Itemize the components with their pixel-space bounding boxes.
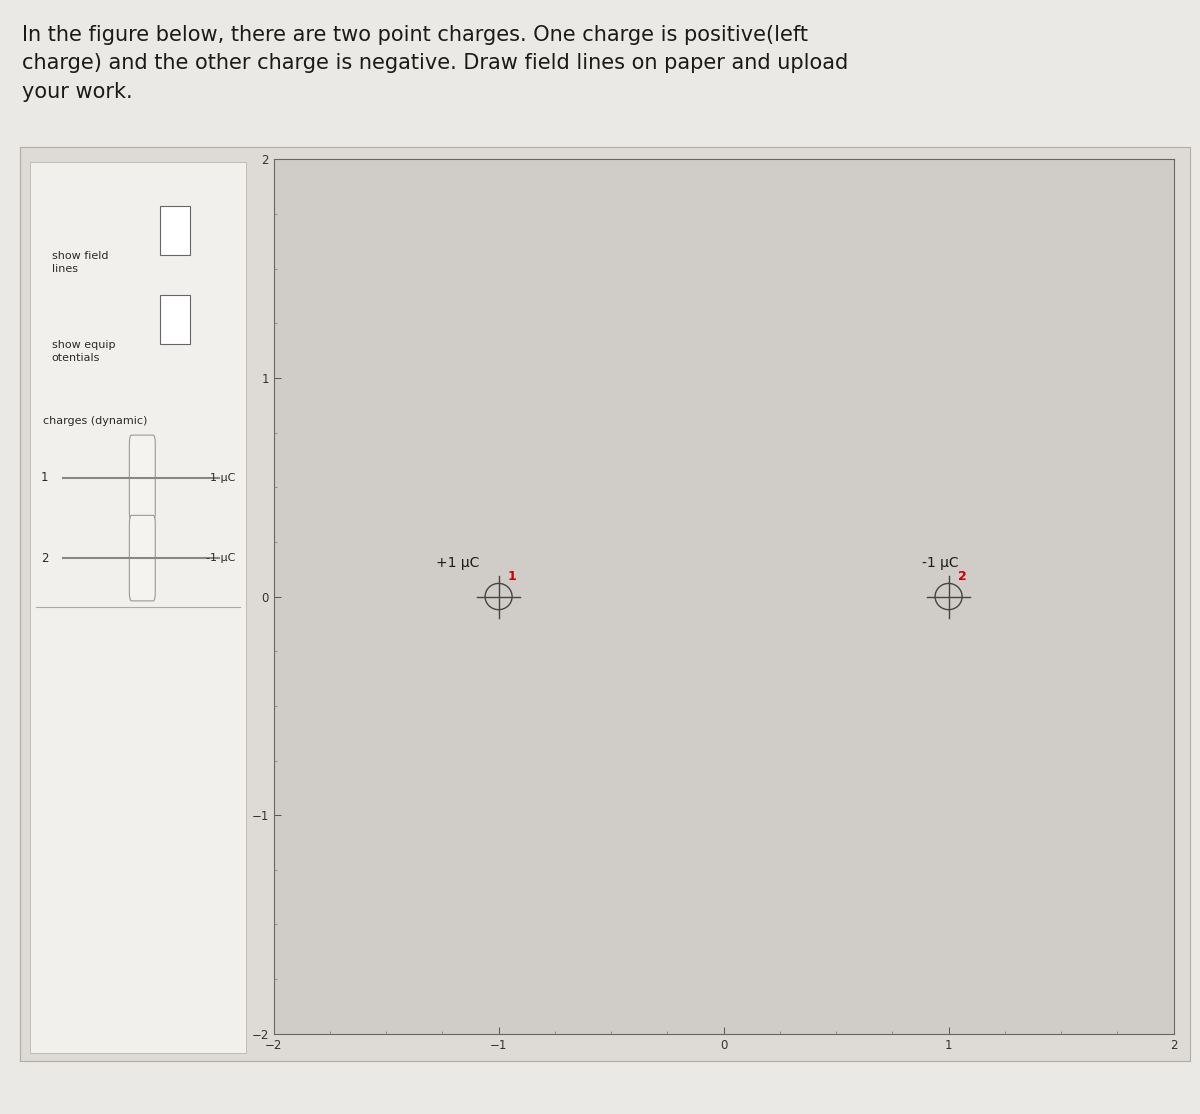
Text: 1 μC: 1 μC xyxy=(210,473,235,482)
Text: -1 μC: -1 μC xyxy=(922,556,959,570)
Text: -1 μC: -1 μC xyxy=(206,554,235,563)
FancyBboxPatch shape xyxy=(160,206,190,255)
Text: 2: 2 xyxy=(41,551,48,565)
Text: charges (dynamic): charges (dynamic) xyxy=(43,416,148,426)
Text: 1: 1 xyxy=(41,471,48,485)
Text: +1 μC: +1 μC xyxy=(436,556,479,570)
FancyBboxPatch shape xyxy=(130,516,155,600)
Text: 1: 1 xyxy=(508,570,516,584)
Text: 2: 2 xyxy=(958,570,966,584)
Text: In the figure below, there are two point charges. One charge is positive(left
ch: In the figure below, there are two point… xyxy=(22,25,848,102)
FancyBboxPatch shape xyxy=(160,295,190,344)
FancyBboxPatch shape xyxy=(130,436,155,520)
Text: show equip
otentials: show equip otentials xyxy=(52,340,115,363)
Text: show field
lines: show field lines xyxy=(52,251,108,274)
